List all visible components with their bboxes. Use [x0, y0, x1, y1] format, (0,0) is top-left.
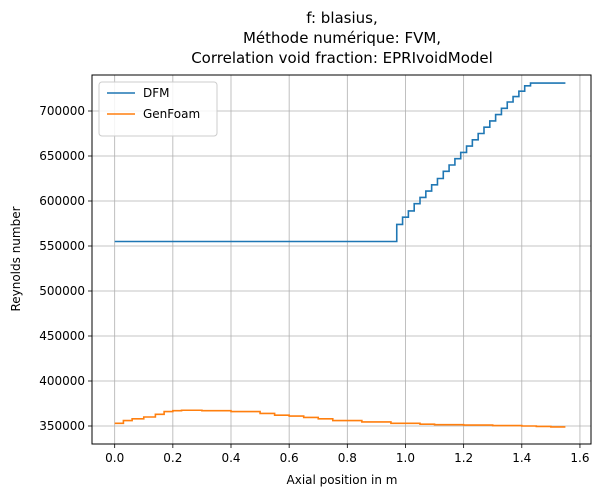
x-tick-label: 0.2: [163, 451, 182, 465]
grid-lines: [92, 75, 591, 444]
legend-label-genfoam: GenFoam: [143, 107, 200, 121]
x-axis-label: Axial position in m: [287, 473, 398, 487]
y-tick-label: 500000: [39, 284, 85, 298]
series-group: [114, 82, 566, 428]
y-tick-label: 550000: [39, 239, 85, 253]
y-tick-label: 700000: [39, 104, 85, 118]
legend-box: [98, 81, 218, 137]
legend-label-dfm: DFM: [143, 86, 170, 100]
y-tick-label: 400000: [39, 374, 85, 388]
series-line-genfoam: [114, 409, 566, 428]
legend: DFM GenFoam: [98, 81, 218, 137]
chart-title: f: blasius, Méthode numérique: FVM, Corr…: [191, 9, 493, 67]
x-tick-label: 0.8: [338, 451, 357, 465]
x-axis-ticks: 0.0 0.2 0.4 0.6 0.8 1.0 1.2 1.4 1.6: [105, 444, 589, 465]
y-tick-label: 650000: [39, 149, 85, 163]
x-tick-label: 0.0: [105, 451, 124, 465]
y-axis-ticks: 350000 400000 450000 500000 550000 600000 6500…: [39, 104, 92, 433]
chart-title-line-3: Correlation void fraction: EPRIvoidModel: [191, 49, 493, 67]
x-tick-label: 0.6: [280, 451, 299, 465]
x-tick-label: 0.4: [221, 451, 240, 465]
x-tick-label: 1.0: [396, 451, 415, 465]
x-tick-label: 1.2: [454, 451, 473, 465]
y-tick-label: 450000: [39, 329, 85, 343]
x-tick-label: 1.4: [512, 451, 531, 465]
y-tick-label: 350000: [39, 419, 85, 433]
series-line-dfm: [114, 82, 566, 243]
y-axis-label: Reynolds number: [9, 206, 23, 311]
x-tick-label: 1.6: [570, 451, 589, 465]
chart-title-line-2: Méthode numérique: FVM,: [243, 29, 441, 47]
plot-frame: [91, 74, 592, 445]
y-tick-label: 600000: [39, 194, 85, 208]
chart-title-line-1: f: blasius,: [306, 9, 378, 27]
